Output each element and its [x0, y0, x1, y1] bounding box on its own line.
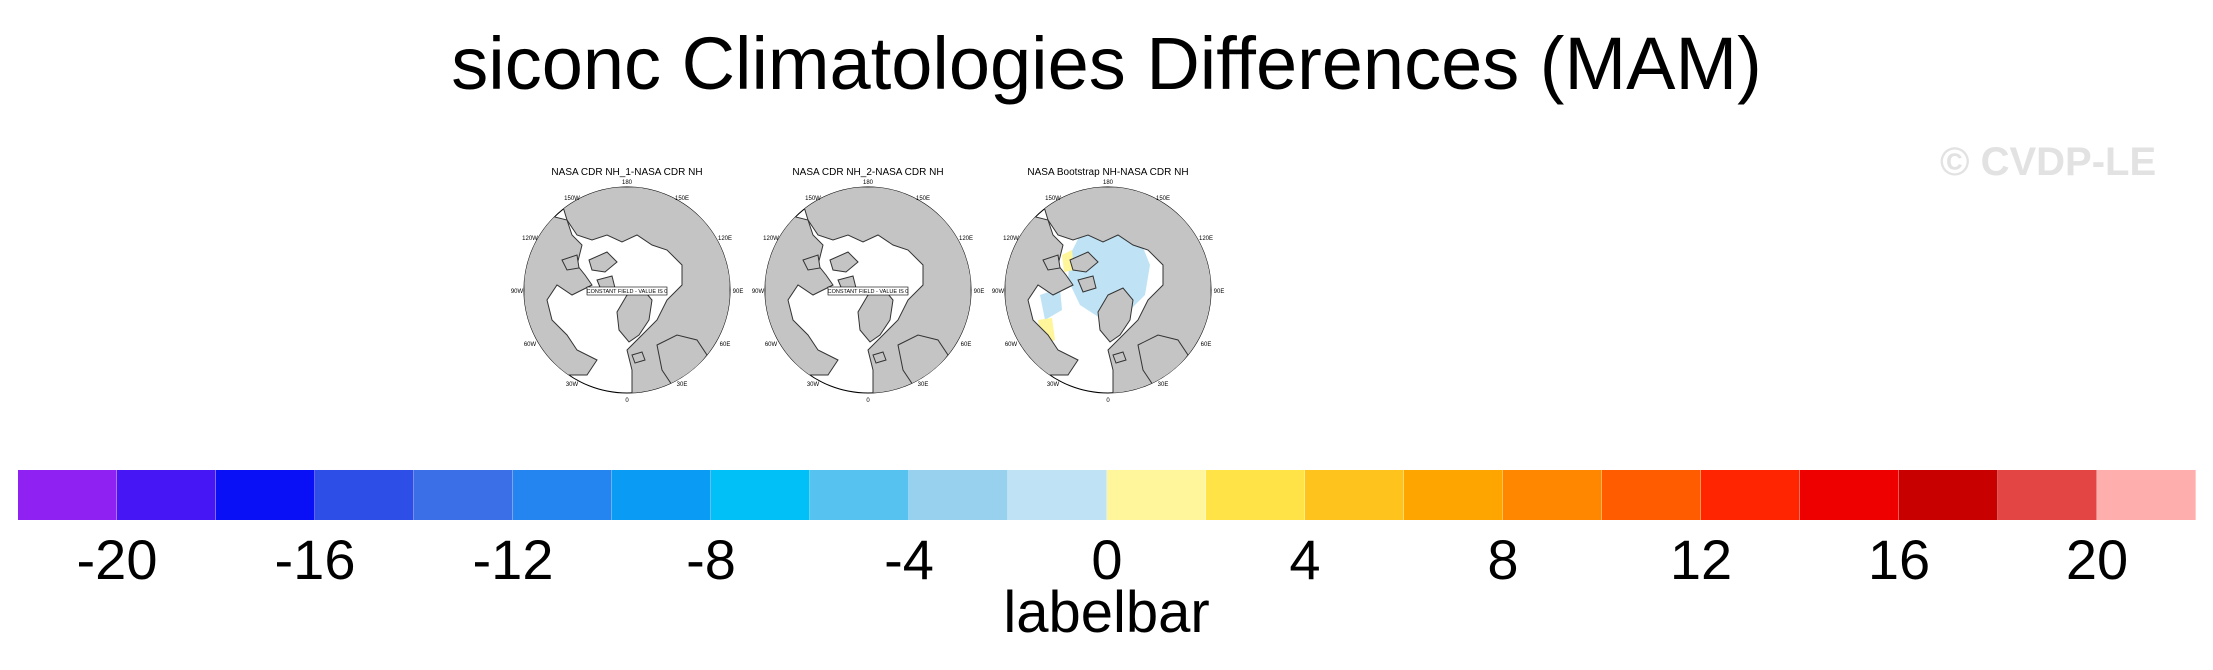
p1-lon-180: 180: [622, 180, 633, 186]
colorbar-label: labelbar: [1003, 580, 1210, 645]
p3-lon-150w: 150W: [1045, 196, 1061, 202]
p1-lon-150w: 150W: [564, 196, 580, 202]
colorbar-box: [414, 470, 513, 520]
colorbar-tick: 12: [1669, 528, 1733, 591]
colorbar-box: [1305, 470, 1404, 520]
p3-lon-90w: 90W: [992, 289, 1005, 295]
colorbar-tick: -20: [76, 528, 158, 591]
colorbar-tick: 4: [1289, 528, 1321, 591]
colorbar-tick: 20: [2065, 528, 2129, 591]
colorbar-box: [810, 470, 909, 520]
p3-lon-120e: 120E: [1199, 236, 1213, 242]
p1-lon-60w: 60W: [524, 342, 537, 348]
p1-lon-150e: 150E: [675, 196, 689, 202]
panel-1-title: NASA CDR NH_1-NASA CDR NH: [551, 167, 703, 178]
colorbar-box: [1107, 470, 1206, 520]
p3-lon-120w: 120W: [1003, 236, 1019, 242]
p1-lon-120e: 120E: [718, 236, 732, 242]
colorbar-box: [1404, 470, 1503, 520]
p1-lon-60e: 60E: [720, 342, 731, 348]
colorbar-box: [1899, 470, 1998, 520]
p1-lon-90e: 90E: [733, 289, 744, 295]
colorbar-box: [1800, 470, 1899, 520]
p2-lon-90w: 90W: [752, 289, 765, 295]
p3-lon-150e: 150E: [1156, 196, 1170, 202]
colorbar-tick: 8: [1487, 528, 1519, 591]
map-panel-2: [764, 186, 972, 394]
p1-lon-120w: 120W: [522, 236, 538, 242]
p2-lon-60w: 60W: [765, 342, 778, 348]
p2-lon-180: 180: [863, 180, 874, 186]
panel-2-title: NASA CDR NH_2-NASA CDR NH: [792, 167, 944, 178]
p3-lon-180: 180: [1103, 180, 1114, 186]
colorbar-box: [117, 470, 216, 520]
p2-lon-60e: 60E: [961, 342, 972, 348]
p1-constant-field-label: CONSTANT FIELD - VALUE IS 0: [587, 289, 668, 295]
colorbar-box: [1008, 470, 1107, 520]
colorbar-box: [216, 470, 315, 520]
p2-lon-0: 0: [866, 398, 870, 404]
colorbar-tick: 16: [1867, 528, 1931, 591]
p1-lon-30w: 30W: [566, 382, 579, 388]
p1-lon-90w: 90W: [511, 289, 524, 295]
p3-lon-90e: 90E: [1214, 289, 1225, 295]
watermark: © CVDP-LE: [1940, 140, 2157, 184]
p2-lon-90e: 90E: [974, 289, 985, 295]
p3-lon-60w: 60W: [1005, 342, 1018, 348]
p2-lon-120e: 120E: [959, 236, 973, 242]
p2-lon-120w: 120W: [763, 236, 779, 242]
colorbar-box: [18, 470, 117, 520]
p3-lon-0: 0: [1106, 398, 1110, 404]
colorbar-box: [612, 470, 711, 520]
p3-lon-30e: 30E: [1158, 382, 1169, 388]
colorbar-tick: 0: [1091, 528, 1123, 591]
colorbar-tick: -8: [686, 528, 736, 591]
colorbar-box: [1206, 470, 1305, 520]
colorbar-tick: -16: [274, 528, 356, 591]
colorbar-tick: -4: [884, 528, 934, 591]
p1-lon-30e: 30E: [677, 382, 688, 388]
map-panel-3: [1004, 186, 1212, 394]
panel-3-title: NASA Bootstrap NH-NASA CDR NH: [1027, 167, 1189, 178]
map-panel-1: [523, 186, 731, 394]
p2-lon-30w: 30W: [807, 382, 820, 388]
colorbar-box: [711, 470, 810, 520]
colorbar-box: [315, 470, 414, 520]
p2-lon-150w: 150W: [805, 196, 821, 202]
colorbar-box: [1998, 470, 2097, 520]
colorbar-box: [2097, 470, 2196, 520]
p2-lon-30e: 30E: [918, 382, 929, 388]
p1-lon-0: 0: [625, 398, 629, 404]
colorbar-box: [909, 470, 1008, 520]
p3-lon-30w: 30W: [1047, 382, 1060, 388]
p2-constant-field-label: CONSTANT FIELD - VALUE IS 0: [828, 289, 909, 295]
colorbar: [18, 470, 2196, 520]
p2-lon-150e: 150E: [916, 196, 930, 202]
colorbar-box: [1602, 470, 1701, 520]
colorbar-box: [513, 470, 612, 520]
colorbar-box: [1701, 470, 1800, 520]
colorbar-box: [1503, 470, 1602, 520]
p3-lon-60e: 60E: [1201, 342, 1212, 348]
colorbar-tick: -12: [472, 528, 554, 591]
figure-title: siconc Climatologies Differences (MAM): [451, 22, 1762, 105]
